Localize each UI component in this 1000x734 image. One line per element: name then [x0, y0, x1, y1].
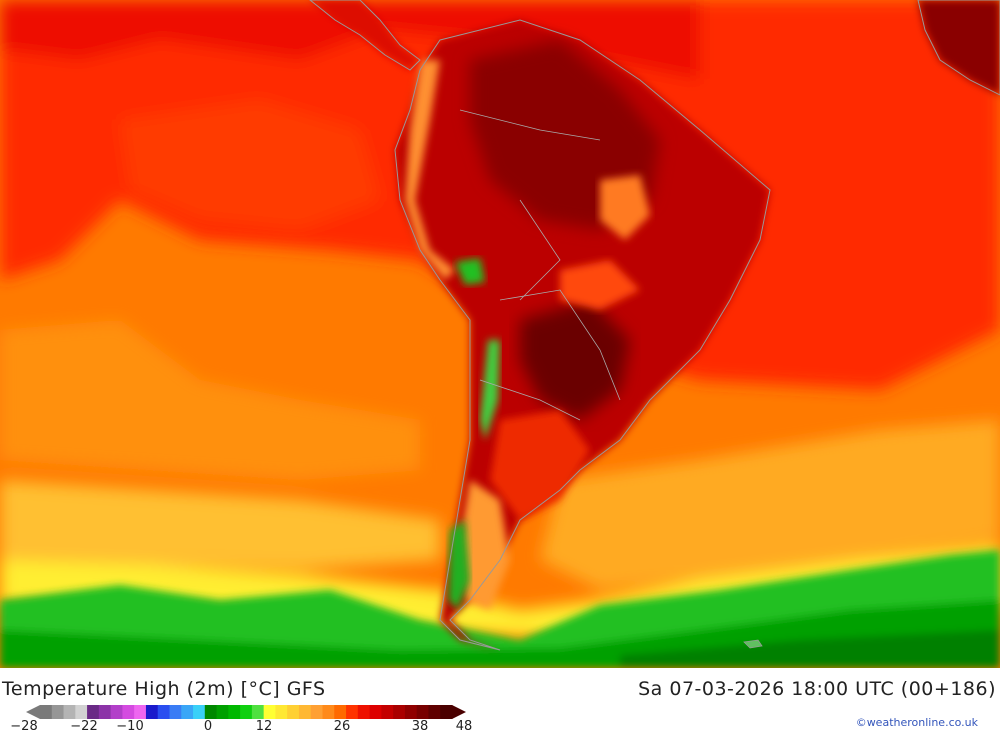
legend-swatch	[263, 705, 276, 719]
legend-tick-label: −10	[116, 719, 144, 734]
color-legend	[26, 705, 466, 719]
legend-swatch	[51, 705, 65, 719]
africa-corner	[917, 0, 1000, 96]
legend-swatch	[181, 705, 194, 719]
central-america	[309, 0, 421, 71]
legend-swatch	[310, 705, 324, 719]
south-america-landmass	[394, 19, 771, 651]
legend-swatch	[357, 705, 371, 719]
footer: Temperature High (2m) [°C] GFS Sa 07-03-…	[0, 668, 1000, 734]
legend-swatch	[63, 705, 76, 719]
legend-swatch	[98, 705, 112, 719]
legend-swatch	[228, 705, 241, 719]
falkland-islands	[743, 639, 763, 649]
legend-swatch	[216, 705, 229, 719]
legend-swatch	[75, 705, 88, 719]
legend-swatch	[169, 705, 182, 719]
legend-swatch	[322, 705, 335, 719]
legend-ticks: −28 −22 −10 0 12 26 38 48	[0, 719, 480, 734]
legend-swatch	[193, 705, 206, 719]
map-title: Temperature High (2m) [°C] GFS	[2, 678, 326, 700]
valid-time: Sa 07-03-2026 18:00 UTC (00+186)	[638, 678, 996, 700]
legend-swatch	[381, 705, 394, 719]
legend-swatch	[157, 705, 170, 719]
legend-swatch	[87, 705, 100, 719]
legend-swatch	[110, 705, 123, 719]
legend-swatch	[204, 705, 218, 719]
legend-tick-label: 0	[203, 719, 213, 734]
legend-arrow-low	[26, 705, 40, 719]
legend-swatch	[440, 705, 453, 719]
legend-swatch	[428, 705, 441, 719]
legend-swatch	[240, 705, 253, 719]
legend-swatch	[122, 705, 135, 719]
legend-swatch	[416, 705, 429, 719]
legend-swatch	[287, 705, 300, 719]
legend-swatch	[298, 705, 312, 719]
legend-tick-label: −22	[70, 719, 98, 734]
legend-tick-label: 26	[333, 719, 351, 734]
legend-swatch	[393, 705, 406, 719]
legend-tick-label: 12	[255, 719, 273, 734]
credit-link[interactable]: ©weatheronline.co.uk	[855, 716, 978, 729]
legend-swatch	[251, 705, 265, 719]
legend-swatch	[369, 705, 382, 719]
temperature-map	[0, 0, 1000, 668]
legend-tick-label: 38	[411, 719, 429, 734]
legend-swatch	[404, 705, 418, 719]
legend-swatch	[275, 705, 288, 719]
legend-swatch	[40, 705, 53, 719]
legend-arrow-high	[452, 705, 466, 719]
legend-tick-label: −28	[10, 719, 38, 734]
legend-swatch	[346, 705, 359, 719]
legend-swatch	[134, 705, 147, 719]
legend-tick-label: 48	[455, 719, 473, 734]
legend-swatch	[145, 705, 159, 719]
legend-swatch	[334, 705, 347, 719]
